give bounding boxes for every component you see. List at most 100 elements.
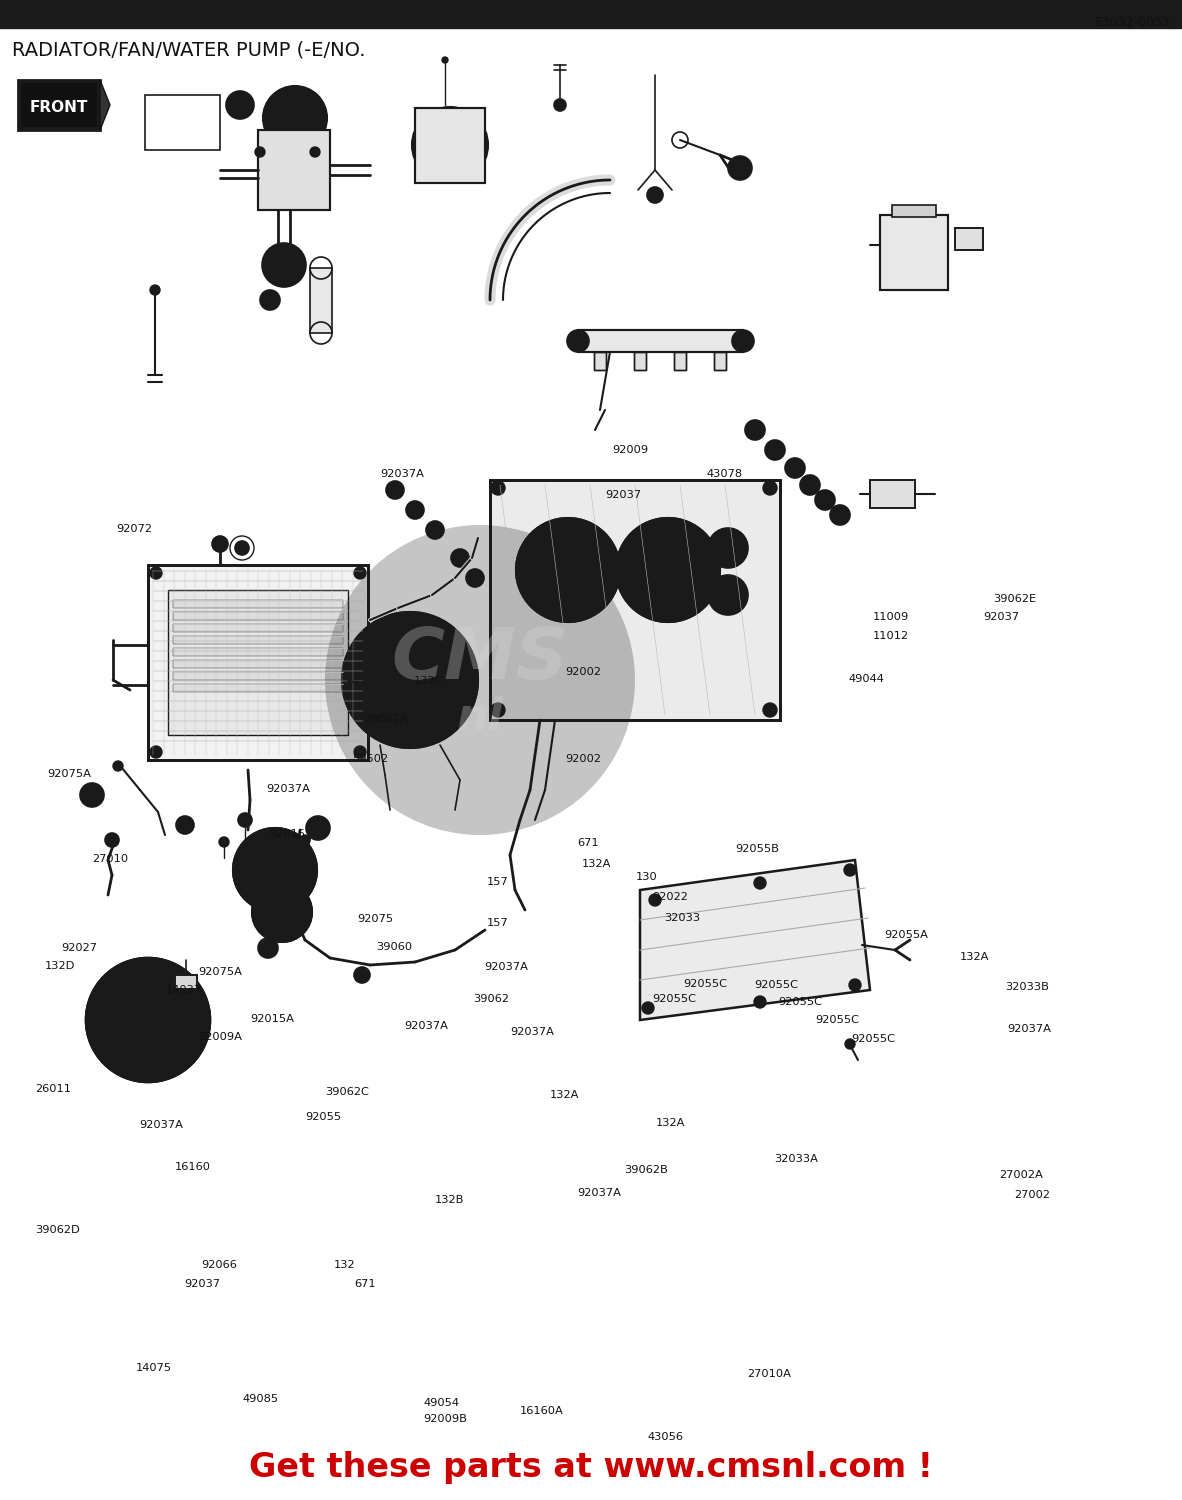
Text: 92055C: 92055C: [683, 980, 727, 988]
Bar: [595, 352, 606, 370]
Bar: [870, 480, 915, 508]
Text: 39062C: 39062C: [325, 1088, 369, 1096]
Text: 43056: 43056: [648, 1432, 683, 1442]
Text: 92009B: 92009B: [423, 1414, 467, 1424]
Text: 92037: 92037: [983, 612, 1020, 621]
Text: 671: 671: [355, 1280, 376, 1288]
Circle shape: [287, 110, 303, 126]
Text: 92009: 92009: [612, 446, 649, 454]
Text: 92075A: 92075A: [47, 770, 91, 778]
Text: 92002: 92002: [565, 754, 600, 764]
Text: 92072: 92072: [116, 525, 151, 534]
Bar: [148, 566, 368, 760]
Text: 92037: 92037: [605, 490, 642, 500]
Bar: [415, 108, 485, 183]
Text: 92037A: 92037A: [381, 470, 424, 478]
Bar: [173, 672, 343, 680]
Circle shape: [358, 970, 366, 980]
Text: 132C: 132C: [414, 676, 443, 686]
Bar: [175, 975, 197, 988]
Bar: [258, 130, 330, 210]
Circle shape: [816, 490, 834, 510]
Circle shape: [426, 520, 444, 538]
Circle shape: [452, 549, 469, 567]
Circle shape: [113, 760, 123, 771]
Text: 92055A: 92055A: [884, 930, 928, 939]
Circle shape: [616, 518, 720, 622]
Circle shape: [306, 816, 330, 840]
Circle shape: [219, 837, 229, 848]
Circle shape: [647, 188, 663, 202]
Text: 32033B: 32033B: [1005, 982, 1048, 992]
Text: FRONT: FRONT: [30, 99, 89, 114]
Text: 92037A: 92037A: [511, 1028, 554, 1036]
Circle shape: [388, 658, 431, 702]
Text: 14037: 14037: [165, 986, 202, 994]
Circle shape: [262, 243, 306, 286]
Text: nl: nl: [456, 696, 504, 740]
Text: 92055C: 92055C: [851, 1035, 895, 1044]
Text: 132B: 132B: [435, 1196, 465, 1204]
Bar: [173, 636, 343, 644]
Text: 32033: 32033: [664, 914, 701, 922]
Circle shape: [849, 980, 860, 992]
Circle shape: [785, 458, 805, 478]
Circle shape: [80, 783, 104, 807]
Circle shape: [342, 612, 478, 748]
Circle shape: [708, 528, 748, 568]
Circle shape: [560, 562, 576, 578]
Circle shape: [325, 525, 635, 836]
Circle shape: [86, 958, 210, 1082]
Text: 157: 157: [487, 918, 508, 927]
Circle shape: [105, 833, 119, 848]
Text: 27002: 27002: [1014, 1191, 1050, 1200]
Bar: [148, 566, 368, 760]
Text: 130: 130: [636, 873, 657, 882]
Circle shape: [491, 482, 505, 495]
Circle shape: [428, 123, 472, 166]
Circle shape: [212, 536, 228, 552]
Bar: [173, 660, 343, 668]
Text: 43078: 43078: [707, 470, 743, 478]
Text: 92009A: 92009A: [199, 1032, 242, 1041]
Bar: [173, 612, 343, 620]
Text: 11012: 11012: [872, 632, 909, 640]
Text: 132D: 132D: [45, 962, 76, 970]
Bar: [18, 80, 100, 130]
Text: 92055B: 92055B: [735, 844, 779, 853]
Text: 92055: 92055: [305, 1113, 342, 1122]
Bar: [173, 648, 343, 656]
Bar: [955, 228, 983, 251]
Circle shape: [466, 568, 483, 586]
Text: 132A: 132A: [960, 952, 989, 962]
Text: 27010: 27010: [92, 855, 129, 864]
Circle shape: [353, 968, 370, 982]
Circle shape: [649, 894, 661, 906]
Circle shape: [567, 330, 589, 352]
Circle shape: [258, 938, 278, 958]
Text: 92037A: 92037A: [139, 1120, 183, 1130]
Bar: [881, 214, 948, 290]
Circle shape: [732, 330, 754, 352]
Text: 11009: 11009: [872, 612, 909, 621]
Circle shape: [353, 567, 366, 579]
Text: 92066: 92066: [201, 1260, 236, 1269]
Circle shape: [264, 86, 327, 150]
Bar: [674, 352, 686, 370]
Bar: [714, 352, 726, 370]
Circle shape: [650, 552, 686, 588]
Text: 92037A: 92037A: [266, 784, 310, 794]
Circle shape: [847, 867, 853, 873]
Text: CMS: CMS: [391, 626, 569, 694]
Text: 92037A: 92037A: [1007, 1024, 1051, 1033]
Polygon shape: [639, 859, 870, 1020]
Text: 92037A: 92037A: [577, 1188, 621, 1197]
Text: 157: 157: [487, 878, 508, 886]
Text: 92075: 92075: [357, 915, 394, 924]
Circle shape: [660, 562, 676, 578]
Circle shape: [387, 482, 404, 500]
Circle shape: [491, 704, 505, 717]
Bar: [881, 214, 948, 290]
Bar: [168, 590, 348, 735]
Text: 92075A: 92075A: [199, 968, 242, 976]
